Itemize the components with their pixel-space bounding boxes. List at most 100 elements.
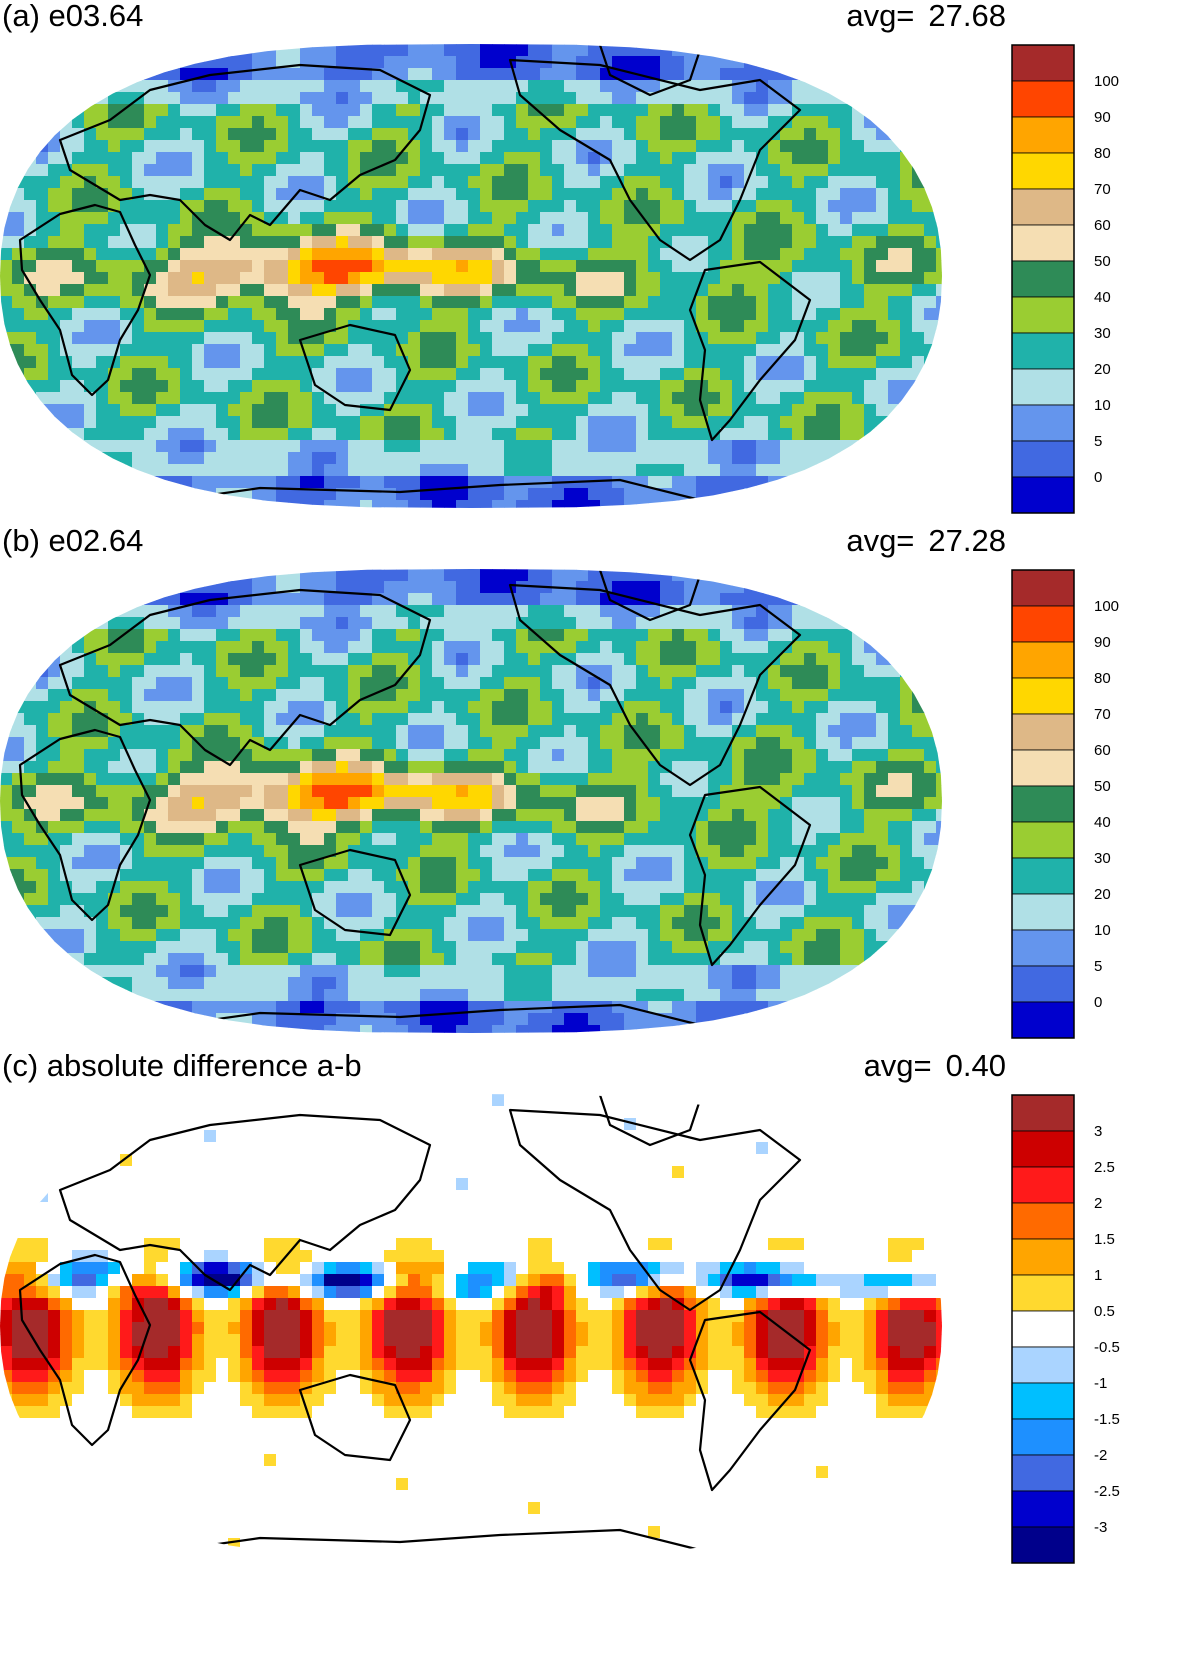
field-cell — [936, 653, 942, 666]
field-cell — [48, 428, 61, 441]
field-cell — [348, 344, 361, 357]
field-cell — [780, 809, 793, 822]
field-cell — [60, 629, 73, 642]
field-cell — [180, 845, 193, 858]
field-cell — [168, 392, 181, 405]
field-cell — [552, 80, 565, 93]
field-cell — [900, 617, 913, 630]
field-cell — [420, 416, 433, 429]
field-cell — [48, 164, 61, 177]
field-cell — [180, 452, 193, 465]
field-cell — [228, 440, 241, 453]
field-cell — [780, 296, 793, 309]
field-cell — [384, 140, 397, 153]
field-cell — [120, 464, 133, 477]
field-cell — [864, 104, 877, 117]
field-cell — [504, 617, 517, 630]
field-cell — [36, 308, 49, 321]
field-cell — [456, 272, 469, 285]
field-cell — [696, 689, 709, 702]
field-cell — [684, 152, 697, 165]
field-cell — [600, 833, 613, 846]
field-cell — [912, 476, 925, 489]
field-cell — [636, 464, 649, 477]
field-cell — [780, 188, 793, 201]
field-cell — [708, 248, 721, 261]
field-cell — [936, 188, 942, 201]
field-cell — [852, 296, 865, 309]
field-cell — [84, 332, 97, 345]
field-cell — [648, 653, 661, 666]
field-cell — [744, 833, 757, 846]
field-cell — [144, 404, 157, 417]
field-cell — [336, 116, 349, 129]
field-cell — [936, 797, 942, 810]
field-cell — [552, 488, 565, 501]
field-cell — [24, 581, 37, 594]
field-cell — [348, 416, 361, 429]
field-cell — [36, 701, 49, 714]
field-cell — [300, 320, 313, 333]
field-cell — [696, 428, 709, 441]
field-cell — [660, 809, 673, 822]
field-cell — [780, 428, 793, 441]
field-cell — [780, 821, 793, 834]
field-cell — [120, 236, 133, 249]
field-cell — [288, 689, 301, 702]
field-cell — [372, 773, 385, 786]
field-cell — [648, 332, 661, 345]
field-cell — [600, 164, 613, 177]
field-cell — [468, 581, 481, 594]
field-cell — [492, 617, 505, 630]
field-cell — [408, 737, 421, 750]
field-cell — [768, 488, 781, 501]
field-cell — [300, 200, 313, 213]
avg-value: 27.68 — [928, 0, 1006, 33]
field-cell — [600, 212, 613, 225]
field-cell — [900, 284, 913, 297]
field-cell — [216, 773, 229, 786]
field-cell — [588, 260, 601, 273]
field-cell — [204, 641, 217, 654]
field-cell — [792, 356, 805, 369]
field-cell — [276, 140, 289, 153]
field-cell — [120, 833, 133, 846]
field-cell — [744, 665, 757, 678]
field-cell — [372, 749, 385, 762]
field-cell — [324, 785, 337, 798]
field-cell — [636, 488, 649, 501]
field-cell — [696, 653, 709, 666]
field-cell — [72, 224, 85, 237]
field-cell — [528, 701, 541, 714]
field-cell — [312, 428, 325, 441]
field-cell — [744, 404, 757, 417]
field-cell — [84, 629, 97, 642]
field-cell — [852, 308, 865, 321]
field-cell — [492, 236, 505, 249]
field-cell — [864, 248, 877, 261]
field-cell — [468, 629, 481, 642]
field-cell — [108, 488, 121, 501]
field-cell — [156, 212, 169, 225]
field-cell — [360, 749, 373, 762]
field-cell — [252, 593, 265, 606]
field-cell — [624, 272, 637, 285]
field-cell — [732, 56, 745, 69]
field-cell — [420, 809, 433, 822]
field-cell — [528, 749, 541, 762]
field-cell — [504, 821, 517, 834]
field-cell — [216, 152, 229, 165]
field-cell — [36, 416, 49, 429]
field-cell — [36, 128, 49, 141]
field-cell — [360, 713, 373, 726]
field-cell — [696, 737, 709, 750]
field-cell — [600, 140, 613, 153]
field-cell — [360, 356, 373, 369]
field-cell — [72, 272, 85, 285]
field-cell — [684, 404, 697, 417]
field-cell — [528, 605, 541, 618]
field-cell — [84, 404, 97, 417]
field-cell — [768, 641, 781, 654]
field-cell — [768, 821, 781, 834]
field-cell — [228, 128, 241, 141]
